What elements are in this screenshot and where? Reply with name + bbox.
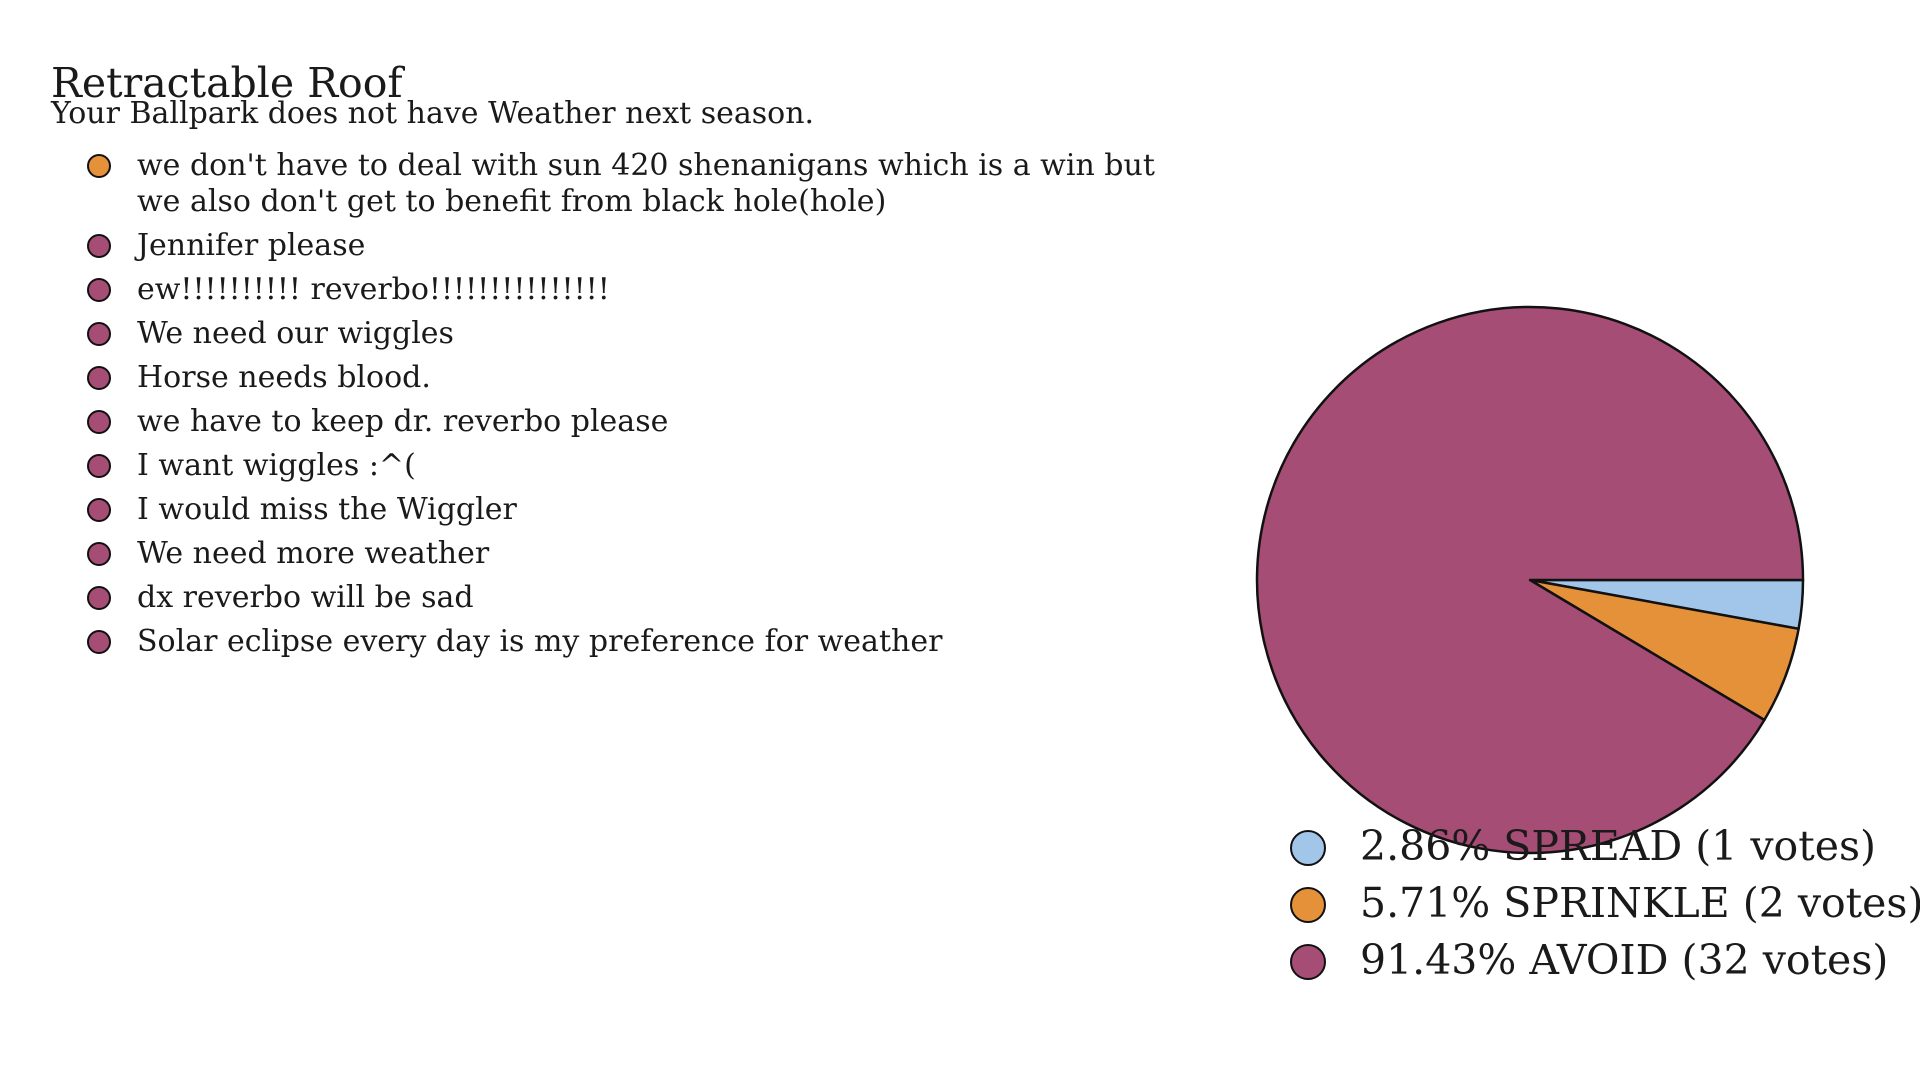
pie-chart [1240,290,1820,870]
comment-item: ew!!!!!!!!!! reverbo!!!!!!!!!!!!!!! [85,272,1185,308]
legend-item-sprinkle: 5.71% SPRINKLE (2 votes) [1290,875,1920,932]
comment-text: we have to keep dr. reverbo please [137,404,669,439]
comment-vote-dot-avoid [87,366,111,390]
comment-text: I want wiggles :^( [137,448,416,483]
comment-vote-dot-avoid [87,542,111,566]
chart-legend: 2.86% SPREAD (1 votes) 5.71% SPRINKLE (2 … [1290,818,1920,989]
page-subtitle: Your Ballpark does not have Weather next… [51,96,815,131]
comment-vote-dot-avoid [87,586,111,610]
legend-swatch [1290,944,1326,980]
comment-item: I want wiggles :^( [85,448,1185,484]
comment-text: dx reverbo will be sad [137,580,474,615]
legend-label: 5.71% SPRINKLE (2 votes) [1360,879,1920,927]
comment-list: we don't have to deal with sun 420 shena… [85,148,1185,668]
comment-vote-dot-avoid [87,454,111,478]
legend-label: 91.43% AVOID (32 votes) [1360,936,1889,984]
pie-slice-avoid [1255,305,1805,855]
comment-text: Jennifer please [137,228,366,263]
legend-swatch [1290,830,1326,866]
comment-text: We need more weather [137,536,490,571]
comment-text: Horse needs blood. [137,360,431,395]
pie-chart-svg [1255,305,1805,855]
comment-text: Solar eclipse every day is my preference… [137,624,943,659]
legend-item-spread: 2.86% SPREAD (1 votes) [1290,818,1920,875]
comment-vote-dot-sprinkle [87,154,111,178]
comment-item: we don't have to deal with sun 420 shena… [85,148,1185,220]
comment-item: we have to keep dr. reverbo please [85,404,1185,440]
legend-item-avoid: 91.43% AVOID (32 votes) [1290,932,1920,989]
comment-item: Horse needs blood. [85,360,1185,396]
comment-text: I would miss the Wiggler [137,492,517,527]
comment-item: We need more weather [85,536,1185,572]
comment-vote-dot-avoid [87,498,111,522]
comment-vote-dot-avoid [87,322,111,346]
comment-text: ew!!!!!!!!!! reverbo!!!!!!!!!!!!!!! [137,272,610,307]
comment-item: We need our wiggles [85,316,1185,352]
comment-item: dx reverbo will be sad [85,580,1185,616]
comment-vote-dot-avoid [87,630,111,654]
legend-swatch [1290,887,1326,923]
legend-label: 2.86% SPREAD (1 votes) [1360,822,1877,870]
page-title: Retractable Roof [51,59,403,108]
comment-vote-dot-avoid [87,234,111,258]
comment-vote-dot-avoid [87,278,111,302]
comment-vote-dot-avoid [87,410,111,434]
comment-text: we don't have to deal with sun 420 shena… [137,148,1155,219]
comment-text: We need our wiggles [137,316,454,351]
comment-item: Jennifer please [85,228,1185,264]
comment-item: I would miss the Wiggler [85,492,1185,528]
comment-item: Solar eclipse every day is my preference… [85,624,1185,660]
